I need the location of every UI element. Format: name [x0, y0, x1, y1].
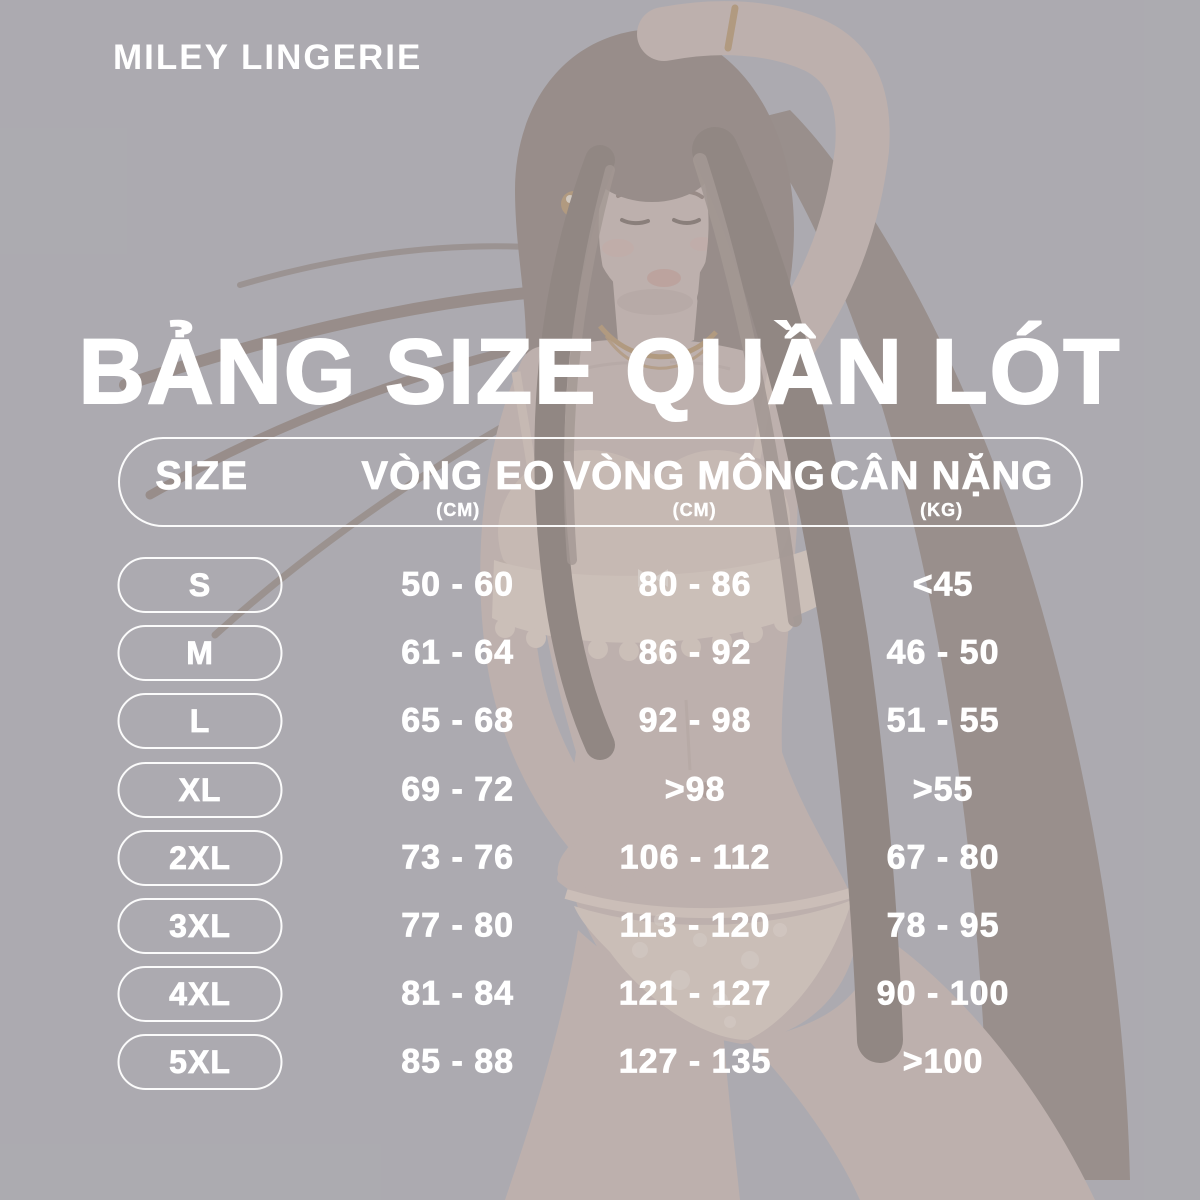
- size-table: SIZE VÒNG EO (CM) VÒNG MÔNG (CM) CÂN NẶN…: [117, 437, 1083, 1102]
- size-label: L: [189, 702, 211, 739]
- waist-value: 73 - 76: [401, 838, 515, 877]
- panties: [564, 885, 862, 1040]
- hip-value: >98: [664, 770, 726, 809]
- waist-value: 61 - 64: [401, 633, 515, 672]
- waist-value: 77 - 80: [401, 906, 515, 945]
- header-cell-weight: CÂN NẶNG (KG): [829, 454, 1054, 521]
- size-label: M: [186, 634, 214, 671]
- table-header: SIZE VÒNG EO (CM) VÒNG MÔNG (CM) CÂN NẶN…: [118, 437, 1083, 527]
- weight-value: 51 - 55: [886, 701, 1000, 740]
- header-cell-waist: VÒNG EO (CM): [361, 454, 555, 521]
- header-unit: (CM): [436, 500, 481, 520]
- size-label: S: [188, 566, 212, 603]
- size-badge: XL: [117, 762, 283, 818]
- table-row: M 61 - 64 86 - 92 46 - 50: [117, 619, 1083, 687]
- waist-value: 85 - 88: [401, 1042, 515, 1081]
- weight-value: <45: [912, 565, 974, 604]
- size-badge: 3XL: [117, 898, 283, 954]
- size-badge: M: [117, 625, 283, 681]
- waist-value: 81 - 84: [401, 974, 515, 1013]
- size-label: 2XL: [169, 839, 231, 876]
- header-cell-size: SIZE: [155, 454, 249, 499]
- waist-value: 50 - 60: [401, 565, 515, 604]
- header-unit: (KG): [920, 500, 964, 520]
- table-row: 4XL 81 - 84 121 - 127 90 - 100: [117, 960, 1083, 1028]
- size-label: XL: [178, 771, 222, 808]
- table-row: 2XL 73 - 76 106 - 112 67 - 80: [117, 824, 1083, 892]
- size-badge: S: [117, 557, 283, 613]
- weight-value: >55: [912, 770, 974, 809]
- size-badge: 2XL: [117, 830, 283, 886]
- header-label: VÒNG MÔNG: [563, 454, 826, 499]
- hip-value: 106 - 112: [619, 838, 771, 877]
- table-row: S 50 - 60 80 - 86 <45: [117, 551, 1083, 619]
- size-label: 5XL: [169, 1043, 231, 1080]
- header-label: CÂN NẶNG: [829, 454, 1054, 499]
- header-label: VÒNG EO: [361, 454, 556, 499]
- waist-value: 69 - 72: [401, 770, 515, 809]
- table-row: XL 69 - 72 >98 >55: [117, 756, 1083, 824]
- table-row: L 65 - 68 92 - 98 51 - 55: [117, 687, 1083, 755]
- table-row: 3XL 77 - 80 113 - 120 78 - 95: [117, 892, 1083, 960]
- weight-value: >100: [902, 1042, 984, 1081]
- hip-value: 80 - 86: [638, 565, 752, 604]
- brand-logo: MILEY LINGERIE: [113, 38, 423, 77]
- hip-value: 127 - 135: [618, 1042, 772, 1081]
- weight-value: 90 - 100: [876, 974, 1010, 1013]
- hip-value: 86 - 92: [638, 633, 752, 672]
- size-badge: L: [117, 693, 283, 749]
- size-label: 3XL: [169, 907, 231, 944]
- hip-value: 92 - 98: [638, 701, 752, 740]
- header-cell-hip: VÒNG MÔNG (CM): [563, 454, 826, 521]
- model-hair-front: [534, 118, 903, 1063]
- weight-value: 46 - 50: [886, 633, 1000, 672]
- weight-value: 78 - 95: [886, 906, 1000, 945]
- weight-value: 67 - 80: [886, 838, 1000, 877]
- size-badge: 4XL: [117, 966, 283, 1022]
- page-title: BẢNG SIZE QUẦN LÓT: [78, 321, 1122, 423]
- hip-value: 121 - 127: [618, 974, 772, 1013]
- size-label: 4XL: [169, 975, 231, 1012]
- hip-value: 113 - 120: [619, 906, 771, 945]
- header-label: SIZE: [155, 454, 249, 499]
- table-row: 5XL 85 - 88 127 - 135 >100: [117, 1028, 1083, 1096]
- size-badge: 5XL: [117, 1034, 283, 1090]
- waist-value: 65 - 68: [401, 701, 515, 740]
- header-unit: (CM): [672, 500, 717, 520]
